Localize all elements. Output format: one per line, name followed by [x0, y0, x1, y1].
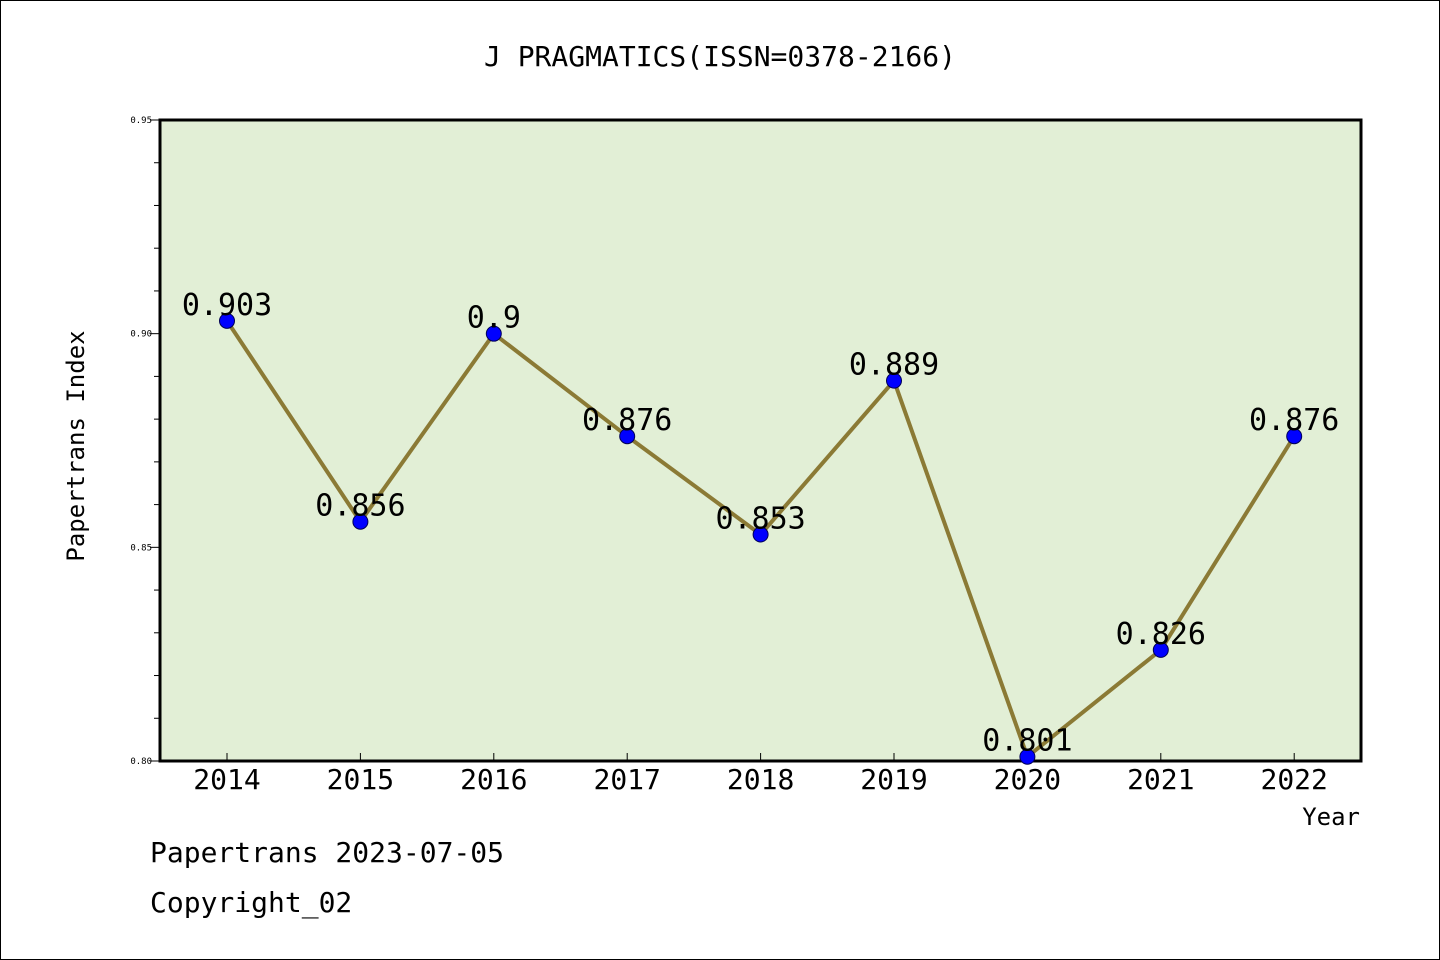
y-axis: 0.80 0.85 0.90 0.95	[130, 116, 160, 767]
y-tick-label: 0.90	[130, 330, 152, 340]
x-tick-label: 2015	[327, 763, 394, 796]
y-tick-label: 0.80	[130, 757, 152, 767]
x-tick-label: 2019	[860, 763, 927, 796]
x-tick-label: 2016	[460, 763, 527, 796]
data-point	[1286, 428, 1303, 445]
data-point	[219, 312, 235, 329]
plot-area	[158, 118, 1363, 763]
y-axis-label: Papertrans Index	[62, 330, 90, 561]
data-label: 0.853	[715, 502, 805, 537]
x-tick-label: 2014	[193, 763, 260, 796]
x-tick-label: 2017	[593, 763, 660, 796]
data-label: 0.826	[1116, 617, 1206, 652]
chart-title: J PRAGMATICS(ISSN=0378-2166)	[484, 40, 956, 73]
x-tick-label: 2022	[1260, 763, 1327, 796]
x-tick-label: 2020	[994, 763, 1061, 796]
data-label: 0.876	[1249, 403, 1339, 438]
x-tick-label: 2021	[1127, 763, 1194, 796]
data-point	[886, 372, 902, 389]
data-point	[485, 325, 502, 342]
data-label: 0.9	[467, 301, 521, 336]
data-point	[1152, 641, 1169, 658]
data-point	[352, 513, 369, 530]
x-tick-label: 2018	[727, 763, 794, 796]
series-layer: 0.903 0.856 0.9 0.876 0.853 0.889 0.801 0.826 0.…	[182, 288, 1339, 765]
footer-copyright: Copyright_02	[150, 886, 353, 919]
data-label: 0.903	[182, 288, 272, 323]
data-point	[752, 526, 769, 543]
y-tick-label: 0.85	[130, 543, 152, 553]
data-label: 0.876	[582, 403, 672, 438]
data-point	[619, 428, 636, 445]
data-label: 0.801	[982, 724, 1072, 759]
data-label: 0.889	[849, 348, 939, 383]
data-point	[1019, 748, 1036, 765]
footer-date: Papertrans 2023-07-05	[150, 836, 505, 869]
x-axis-label: Year	[1302, 803, 1360, 831]
y-tick-label: 0.95	[130, 116, 152, 126]
data-label: 0.856	[315, 489, 405, 524]
x-axis: 2014 2015 2016 2017 2018 2019 2020 2021 2022	[193, 753, 1328, 796]
